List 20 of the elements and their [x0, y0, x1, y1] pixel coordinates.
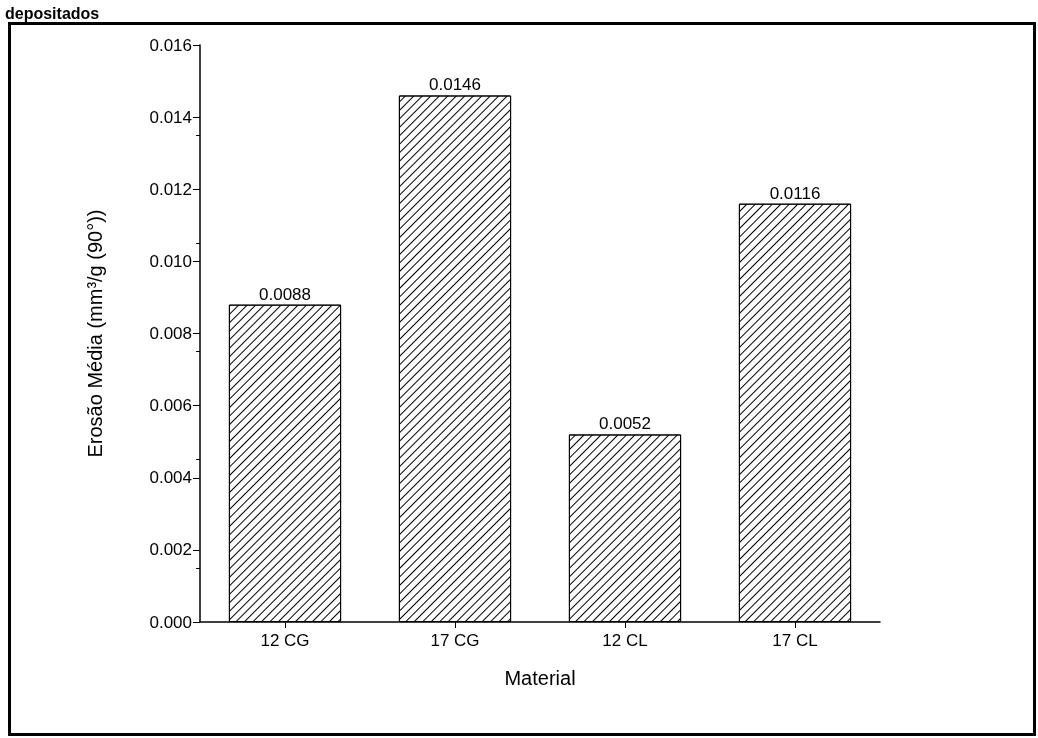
data-label: 0.0052	[599, 414, 651, 434]
y-tick-label: 0.006	[149, 396, 192, 416]
y-tick-label: 0.004	[149, 468, 192, 488]
x-tick-label: 17 CG	[430, 631, 480, 650]
y-axis-title: Erosão Média (mm³/g (90°))	[84, 209, 106, 458]
y-tick-label: 0.012	[149, 179, 192, 199]
data-label: 0.0146	[429, 75, 481, 95]
x-tick-label: 12 CG	[260, 631, 310, 650]
text: depositados	[5, 4, 100, 22]
data-label: 0.0116	[769, 183, 821, 203]
y-tick-label: 0.002	[149, 540, 192, 560]
y-tick-label: 0.000	[149, 612, 192, 632]
y-tick-label: 0.016	[149, 35, 192, 55]
x-axis-title: Material	[504, 667, 576, 689]
y-tick-label: 0.014	[149, 107, 192, 127]
x-tick-label: 17 CL	[772, 631, 818, 650]
y-tick-label: 0.008	[149, 324, 192, 343]
data-label: 0.0088	[259, 284, 311, 304]
x-tick-label: 12 CL	[602, 631, 648, 650]
y-tick-label: 0.010	[149, 251, 192, 271]
